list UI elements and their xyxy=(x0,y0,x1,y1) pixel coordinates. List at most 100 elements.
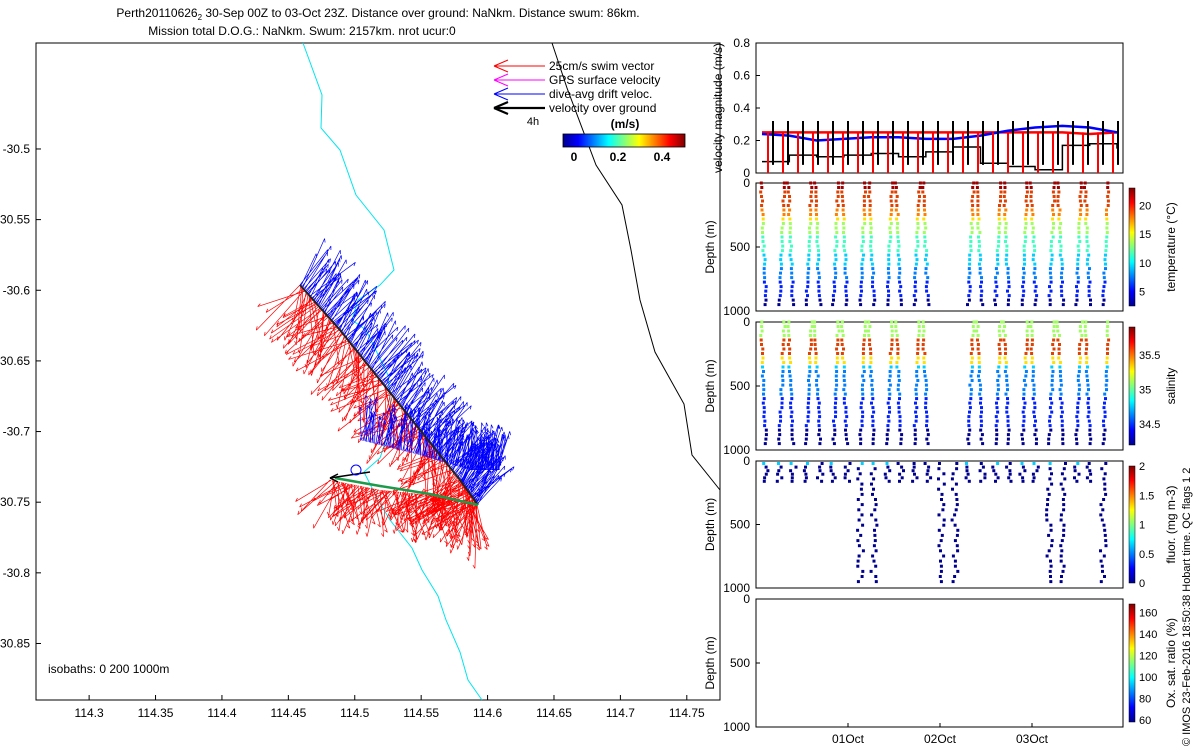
profile-sample xyxy=(976,199,980,203)
profile-sample xyxy=(1007,294,1011,298)
profile-sample xyxy=(790,244,793,248)
profile-sample xyxy=(942,472,946,476)
profile-sample xyxy=(1101,294,1105,298)
map-y-ticks: -30.5-30.55-30.6-30.65-30.7-30.75-30.8-3… xyxy=(0,142,41,650)
profile-sample xyxy=(1030,356,1034,360)
profile-sample xyxy=(1078,240,1082,243)
profile-sample xyxy=(1025,190,1029,194)
profile-sample xyxy=(1081,320,1084,324)
profile-sample xyxy=(1022,258,1026,262)
profile-sample xyxy=(1034,442,1038,446)
profile-sample xyxy=(1085,356,1089,360)
profile-sample xyxy=(898,397,901,401)
profile-sample xyxy=(862,199,866,203)
profile-sample xyxy=(897,410,901,414)
profile-sample xyxy=(814,186,818,189)
profile-sample xyxy=(1078,208,1082,212)
profile-sample xyxy=(840,195,844,198)
profile-sample xyxy=(998,361,1002,364)
profile-sample xyxy=(975,329,979,333)
profile-sample xyxy=(1050,544,1054,548)
profile-sample xyxy=(1029,325,1033,328)
profile-sample xyxy=(777,442,781,446)
profile-sample xyxy=(1077,231,1081,234)
profile-sample xyxy=(1052,361,1056,364)
profile-sample xyxy=(806,406,810,410)
profile-sample xyxy=(834,276,837,280)
profile-sample xyxy=(967,267,971,271)
profile-sample xyxy=(1050,365,1054,369)
profile-sample xyxy=(807,397,811,401)
profile-sample xyxy=(760,208,764,212)
profile-sample xyxy=(976,213,980,216)
profile-sample xyxy=(1048,424,1052,428)
profile-sample xyxy=(1056,338,1060,342)
profile-sample xyxy=(1030,334,1034,337)
profile-sample xyxy=(923,235,927,239)
profile-sample xyxy=(809,195,813,198)
profile-sample xyxy=(781,222,785,225)
profile-sample xyxy=(860,575,864,578)
profile-sample xyxy=(921,347,925,351)
map-x-tick-label: 114.7 xyxy=(606,706,635,720)
profile-sample xyxy=(979,428,983,432)
profile-sample xyxy=(896,388,900,392)
profile-sample xyxy=(779,262,783,266)
profile-sample xyxy=(926,469,930,473)
profile-sample xyxy=(1035,469,1039,473)
profile-sample xyxy=(1052,338,1056,342)
profile-sample xyxy=(815,199,818,203)
profile-sample xyxy=(834,258,838,262)
profile-sample xyxy=(925,280,929,284)
profile-sample xyxy=(1000,320,1003,324)
profile-sample xyxy=(922,217,926,221)
profile-sample xyxy=(871,462,875,465)
profile-sample xyxy=(1060,472,1064,476)
profile-sample xyxy=(915,476,919,480)
profile-sample xyxy=(897,406,901,410)
profile-sample xyxy=(896,213,900,216)
profile-sample xyxy=(1001,329,1005,333)
profile-sample xyxy=(1076,258,1080,262)
profile-sample xyxy=(1104,244,1108,248)
profile-sample xyxy=(868,181,872,185)
profile-sample xyxy=(925,388,929,392)
profile-sample xyxy=(917,325,921,328)
profile-sample xyxy=(858,472,862,476)
profile-sample xyxy=(1105,334,1109,337)
profile-sample xyxy=(922,365,926,369)
profile-sample xyxy=(1034,419,1037,423)
profile-sample xyxy=(1102,276,1106,280)
profile-sample xyxy=(842,397,846,401)
profile-sample xyxy=(978,469,982,473)
profile-sample xyxy=(857,518,861,522)
profile-sample xyxy=(916,226,920,230)
profile-sample xyxy=(913,442,917,446)
profile-sample xyxy=(1100,518,1104,522)
y-tick-label: 0 xyxy=(743,176,750,190)
profile-sample xyxy=(1025,329,1029,333)
profile-sample xyxy=(1052,325,1056,328)
profile-sample xyxy=(970,208,974,212)
profile-sample xyxy=(886,465,890,469)
profile-sample xyxy=(978,262,981,266)
profile-sample xyxy=(994,472,998,476)
profile-sample xyxy=(1051,190,1055,194)
profile-sample xyxy=(760,325,764,328)
profile-sample xyxy=(1049,249,1053,253)
profile-sample xyxy=(841,334,845,337)
profile-sample xyxy=(983,472,987,476)
profile-sample xyxy=(1033,424,1037,428)
profile-sample xyxy=(760,204,764,207)
profile-sample xyxy=(843,267,847,271)
profile-sample xyxy=(1005,406,1009,410)
colorbar-tick-label: 120 xyxy=(1139,650,1157,662)
profile-sample xyxy=(1075,294,1079,298)
profile-sample xyxy=(862,253,865,257)
profile-sample xyxy=(942,503,946,507)
profile-sample xyxy=(789,388,793,392)
profile-sample xyxy=(896,383,900,387)
profile-sample xyxy=(1020,298,1024,302)
profile-sample xyxy=(804,424,808,428)
